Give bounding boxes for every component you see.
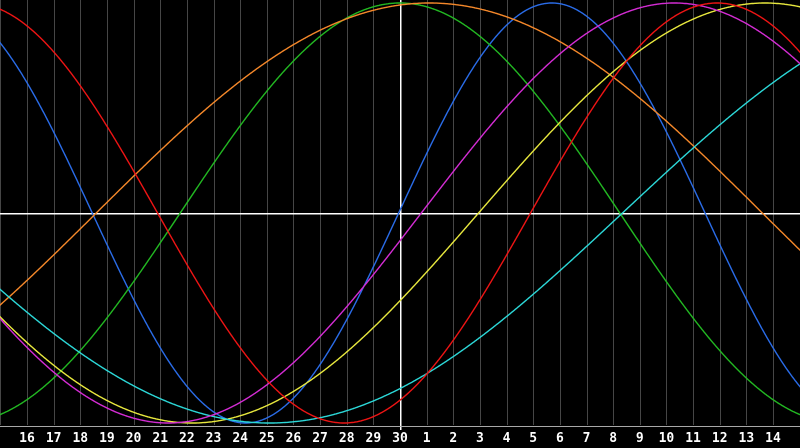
x-axis-label: 18: [72, 431, 88, 446]
x-axis-label: 17: [46, 431, 62, 446]
x-axis-label: 29: [366, 431, 382, 446]
x-axis-label: 28: [339, 431, 355, 446]
curve-magenta: [0, 2, 800, 424]
x-axis: 16 17 18 19 20 21 22 23 24 25 26 27 28 29 30 1 2 3 4 5 6 7 8 9 1…: [19, 431, 781, 446]
x-axis-label: 9: [636, 431, 644, 446]
x-axis-label: 11: [685, 431, 701, 446]
x-axis-label: 6: [556, 431, 564, 446]
x-axis-label: 25: [259, 431, 275, 446]
x-axis-label: 7: [583, 431, 591, 446]
day-gridlines: [0, 0, 774, 425]
x-axis-label: 5: [529, 431, 537, 446]
curve-blue: [0, 2, 800, 424]
x-axis-label: 16: [19, 431, 35, 446]
x-axis-label: 20: [126, 431, 142, 446]
x-axis-label: 4: [503, 431, 511, 446]
x-axis-label: 27: [312, 431, 328, 446]
x-axis-label: 24: [232, 431, 248, 446]
curve-orange: [0, 2, 800, 307]
x-axis-label: 30: [392, 431, 408, 446]
x-axis-label: 10: [659, 431, 675, 446]
x-axis-label: 26: [286, 431, 302, 446]
x-axis-label: 12: [712, 431, 728, 446]
curve-yellow: [0, 2, 800, 424]
x-axis-label: 21: [152, 431, 168, 446]
x-axis-label: 2: [449, 431, 457, 446]
curve-cyan: [0, 62, 800, 424]
curve-red: [0, 2, 800, 424]
x-axis-label: 13: [739, 431, 755, 446]
x-axis-label: 1: [423, 431, 431, 446]
x-axis-label: 23: [206, 431, 222, 446]
x-axis-label: 22: [179, 431, 195, 446]
curve-green: [0, 2, 800, 416]
x-axis-label: 19: [99, 431, 115, 446]
x-axis-label: 8: [609, 431, 617, 446]
x-axis-label: 3: [476, 431, 484, 446]
x-axis-label: 14: [765, 431, 781, 446]
